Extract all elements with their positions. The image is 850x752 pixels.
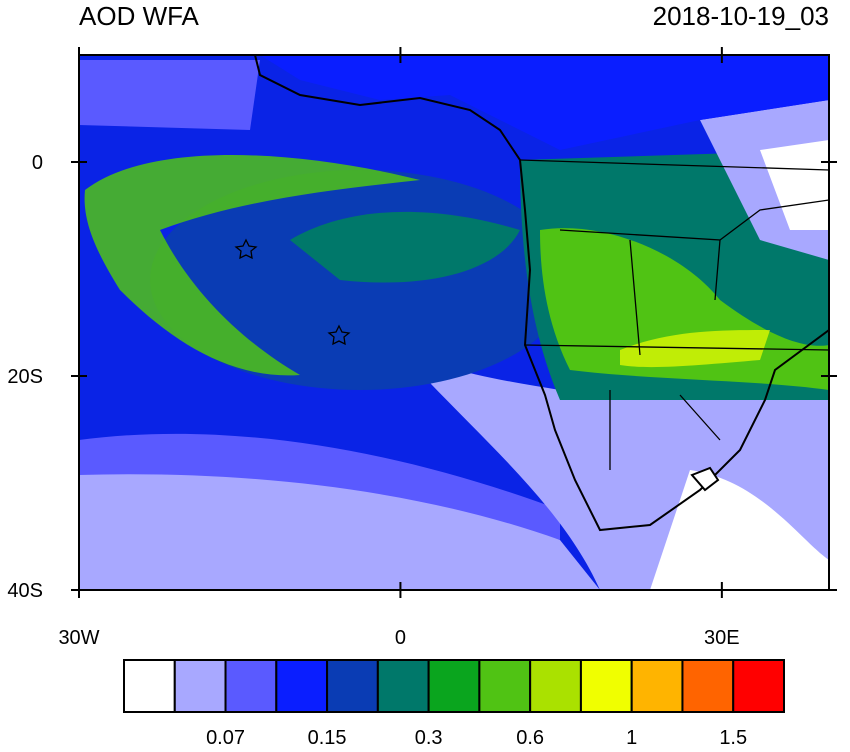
colorbar-label: 0.3 bbox=[415, 727, 443, 747]
colorbar-label: 0.07 bbox=[206, 727, 245, 747]
colorbar-label: 1.5 bbox=[719, 727, 747, 747]
colorbar-box bbox=[478, 659, 532, 713]
map-title: AOD WFA bbox=[79, 1, 200, 31]
map-date: 2018-10-19_03 bbox=[653, 1, 829, 31]
lat-label: 40S bbox=[7, 580, 43, 602]
colorbar-box bbox=[123, 659, 176, 713]
colorbar-box bbox=[630, 659, 684, 713]
colorbar-label: 0.15 bbox=[308, 727, 347, 747]
colorbar-label: 1 bbox=[626, 727, 637, 747]
colorbar-box bbox=[579, 659, 633, 713]
colorbar-box bbox=[681, 659, 735, 713]
colorbar-box bbox=[376, 659, 430, 713]
lon-label: 0 bbox=[395, 627, 406, 649]
lat-label: 0 bbox=[32, 152, 43, 174]
colorbar-box bbox=[326, 659, 379, 713]
colorbar-box bbox=[173, 659, 227, 713]
colorbar-box bbox=[224, 659, 278, 713]
colorbar-box bbox=[732, 659, 786, 713]
lat-label: 20S bbox=[7, 366, 43, 388]
lon-label: 30W bbox=[58, 627, 99, 649]
map-field bbox=[79, 55, 829, 590]
colorbar-label: 0.6 bbox=[516, 727, 544, 747]
lon-label: 30E bbox=[704, 627, 740, 649]
colorbar-box bbox=[275, 659, 329, 713]
map-frame bbox=[78, 54, 830, 591]
colorbar-box bbox=[529, 659, 582, 713]
colorbar-box bbox=[427, 659, 481, 713]
